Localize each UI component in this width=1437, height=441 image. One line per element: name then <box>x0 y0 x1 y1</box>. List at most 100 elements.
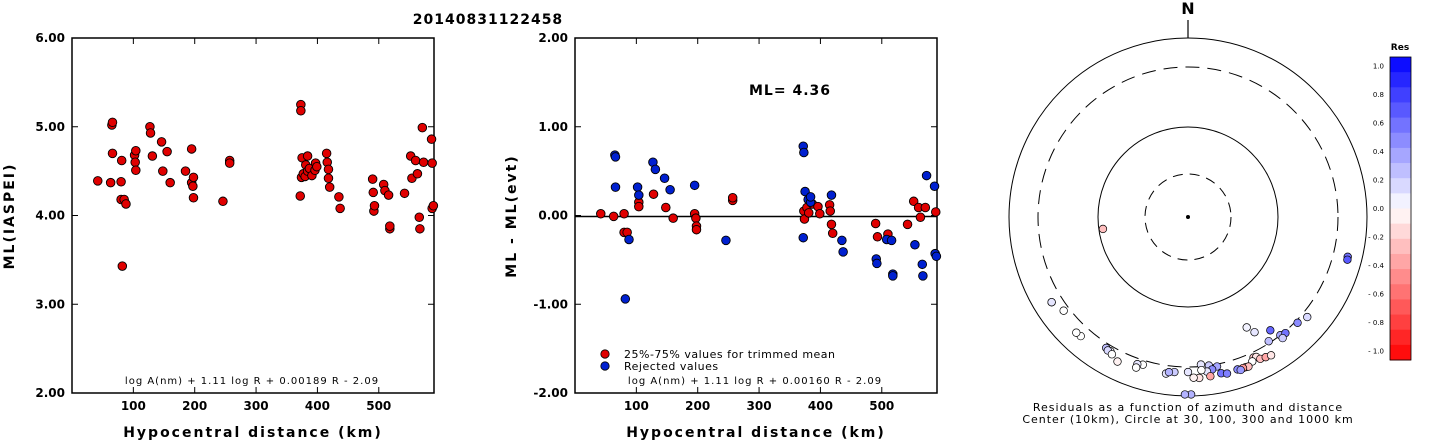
ml-residual-xlabel: Hypocentral distance (km) <box>626 425 886 441</box>
xtick-label: 500 <box>366 399 391 413</box>
data-point <box>428 200 439 211</box>
station-residual-point <box>1278 333 1287 343</box>
colorbar-swatch <box>1390 57 1411 73</box>
ytick-label: -2.00 <box>533 386 568 400</box>
station-residual-point <box>1206 372 1215 381</box>
station-residual-point <box>1266 326 1275 335</box>
ml-iaspei-ylabel: ML(IASPEI) <box>2 163 18 270</box>
data-point <box>107 148 118 159</box>
data-point <box>131 165 141 175</box>
ml-residual-ylabel: ML - ML(evt) <box>504 154 520 277</box>
station-residual-point <box>1303 312 1312 322</box>
ml-iaspei-formula: log A(nm) + 1.11 log R + 0.00189 R - 2.0… <box>125 376 379 387</box>
data-point <box>721 235 731 246</box>
colorbar-swatch <box>1390 87 1411 103</box>
station-residual-point <box>1264 337 1273 346</box>
data-point <box>619 208 629 219</box>
data-point <box>648 189 659 199</box>
colorbar-swatch <box>1390 117 1411 134</box>
data-point <box>165 177 175 188</box>
north-label: N <box>1181 0 1194 18</box>
ml-iaspei-xlabel: Hypocentral distance (km) <box>123 425 383 441</box>
xtick-label: 400 <box>305 399 330 413</box>
colorbar-swatch <box>1390 163 1411 179</box>
xtick-label: 500 <box>869 399 894 413</box>
colorbar-swatch <box>1390 314 1411 331</box>
data-point <box>324 182 335 192</box>
data-point <box>399 188 410 199</box>
data-point <box>620 294 631 304</box>
ml-iaspei-panel: 2.00 3.00 4.00 5.00 6.00 100 200 300 400 500 log… <box>2 31 439 441</box>
data-point <box>412 169 423 179</box>
data-point <box>321 148 332 159</box>
data-point <box>162 146 172 157</box>
data-point <box>825 206 835 216</box>
ml-iaspei-plot-frame <box>71 37 435 394</box>
ytick-label: 6.00 <box>35 31 65 45</box>
data-point <box>661 202 671 213</box>
data-point <box>415 224 425 234</box>
data-point <box>931 251 942 262</box>
colorbar-swatch <box>1390 329 1411 346</box>
data-point <box>116 177 126 187</box>
ytick-label: -1.00 <box>533 297 568 311</box>
data-point <box>180 166 191 176</box>
ytick-label: 4.00 <box>35 209 65 223</box>
station-residual-point <box>1098 224 1108 234</box>
ml-iaspei-yticks: 2.00 3.00 4.00 5.00 6.00 <box>35 31 434 400</box>
azimuth-caption-line1: Residuals as a function of azimuth and d… <box>1033 401 1343 414</box>
xtick-label: 200 <box>182 399 207 413</box>
colorbar-swatch <box>1390 208 1411 225</box>
data-point <box>610 152 621 162</box>
legend-label-rejected: Rejected values <box>624 360 719 373</box>
colorbar-swatch <box>1390 253 1411 270</box>
colorbar-tick-label: - 0.8 <box>1368 319 1384 327</box>
ml-event-value: ML= 4.36 <box>749 83 831 99</box>
data-point <box>296 106 306 116</box>
colorbar-title: Res <box>1391 43 1409 53</box>
colorbar-frame <box>1389 56 1412 361</box>
ml-residual-panel: -2.00 -1.00 0.00 1.00 2.00 100 200 300 400 500 M… <box>504 31 942 441</box>
data-point <box>383 190 394 200</box>
data-point <box>188 181 198 191</box>
data-point <box>886 235 897 246</box>
station-residual-point <box>1236 365 1245 375</box>
data-point <box>691 224 702 235</box>
station-residual-point <box>1164 368 1174 377</box>
station-residual-point <box>1180 390 1190 399</box>
station-residual-point <box>1343 255 1352 264</box>
data-point <box>312 161 322 172</box>
colorbar-ticks: 1.0 0.8 0.6 0.4 0.2 0.0 - 0.2 - 0.4 - 0.6 - 0.8 - … <box>1368 63 1384 356</box>
xtick-label: 100 <box>624 399 649 413</box>
data-point <box>826 190 837 200</box>
data-point <box>107 117 118 128</box>
data-point <box>131 145 141 156</box>
data-point <box>93 176 103 186</box>
data-point <box>910 240 920 250</box>
data-point <box>837 235 847 246</box>
colorbar-tick-label: 1.0 <box>1373 63 1384 71</box>
residual-colorbar: Res 1.0 0.8 0.6 0.4 0.2 0.0 - 0.2 - 0.4 - 0.6 - 0… <box>1368 43 1412 361</box>
colorbar-tick-label: - 0.4 <box>1368 262 1384 270</box>
data-point <box>908 196 919 207</box>
data-point <box>815 208 825 219</box>
ytick-label: 2.00 <box>538 31 568 45</box>
xtick-label: 200 <box>685 399 710 413</box>
colorbar-tick-label: 0.8 <box>1373 91 1384 99</box>
colorbar-tick-label: - 0.2 <box>1368 234 1384 242</box>
data-point <box>917 259 928 270</box>
data-point <box>872 258 882 269</box>
station-residual-point <box>1189 373 1198 382</box>
azimuth-residual-panel: N Residuals as a function of azimuth and… <box>1008 0 1368 426</box>
station-residual-point <box>1132 363 1141 372</box>
colorbar-swatch <box>1390 284 1411 300</box>
station-residual-point <box>1183 367 1193 377</box>
data-point <box>117 261 128 271</box>
data-point <box>727 192 738 203</box>
colorbar-swatches <box>1390 57 1411 361</box>
data-point <box>218 196 228 207</box>
data-point <box>668 213 678 223</box>
data-point <box>417 122 428 133</box>
xtick-label: 100 <box>121 399 146 413</box>
data-point <box>145 128 156 138</box>
